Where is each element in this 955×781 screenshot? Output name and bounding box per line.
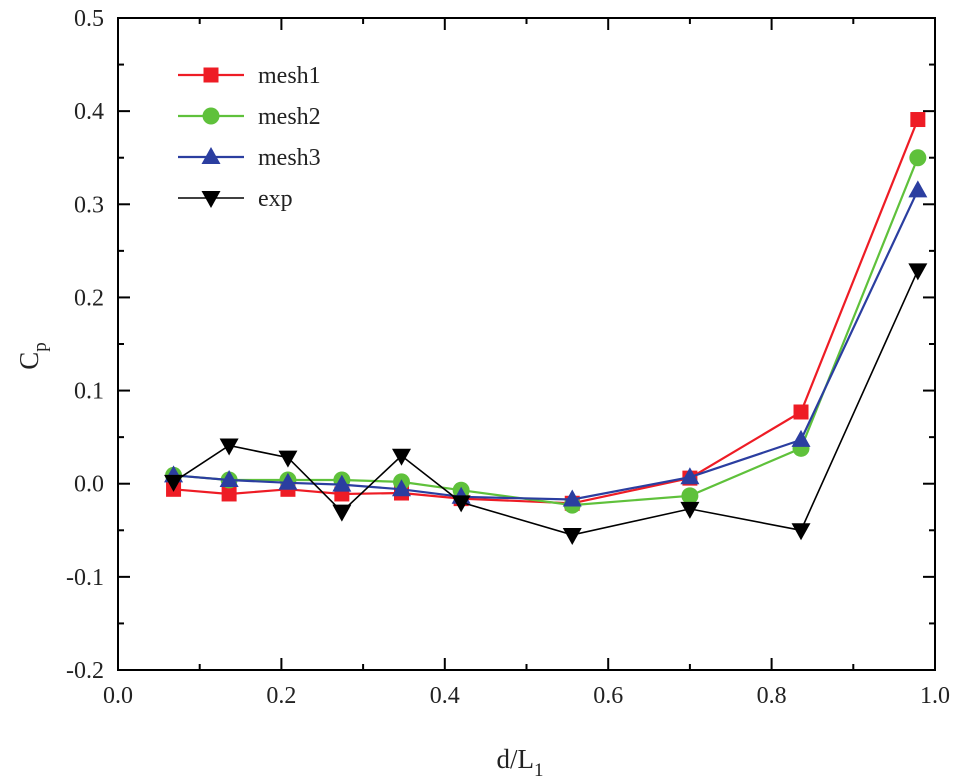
legend-item-mesh3: mesh3 — [178, 145, 321, 171]
mesh2-point — [909, 149, 927, 167]
y-tick-label: 0.3 — [74, 192, 104, 218]
legend-label: mesh3 — [258, 145, 321, 171]
legend: mesh1 mesh2 mesh3 exp — [178, 63, 321, 212]
x-tick-label: 1.0 — [920, 683, 950, 709]
y-tick-label: 0.5 — [74, 6, 104, 32]
x-tick-label: 0.6 — [593, 683, 623, 709]
tick-labels: 0.0 0.2 0.4 0.6 0.8 1.0 -0.2 -0.1 0.0 0.1 0.2 0.3 0.… — [66, 6, 950, 709]
legend-marker — [201, 147, 221, 164]
legend-item-exp: exp — [178, 186, 293, 212]
legend-marker — [203, 67, 219, 83]
series-exp — [164, 263, 928, 545]
mesh3-line — [173, 189, 919, 501]
mesh2-line — [173, 157, 919, 507]
y-tick-label: 0.1 — [74, 379, 104, 405]
mesh3-point — [680, 467, 700, 485]
y-axis-label-subscript: p — [30, 342, 51, 352]
legend-label: mesh2 — [258, 104, 321, 130]
mesh3-point — [562, 489, 582, 507]
mesh1-point — [910, 112, 926, 128]
exp-point — [680, 501, 700, 519]
mesh2-point — [681, 487, 699, 505]
exp-point — [451, 495, 471, 513]
exp-point — [391, 448, 411, 466]
y-tick-label: 0.4 — [74, 99, 104, 125]
mesh3-point — [791, 429, 811, 447]
mesh1-point — [221, 486, 237, 502]
y-tick-label: 0.0 — [74, 472, 104, 498]
mesh3-point — [908, 180, 928, 198]
exp-point — [164, 474, 184, 492]
mesh1-point — [793, 404, 809, 420]
x-axis-label-subscript: 1 — [534, 760, 544, 781]
mesh3-point — [278, 472, 298, 490]
legend-marker — [201, 191, 221, 208]
legend-label: exp — [258, 186, 293, 212]
y-tick-label: -0.2 — [66, 658, 104, 684]
exp-point — [278, 450, 298, 468]
y-tick-label: 0.2 — [74, 285, 104, 311]
legend-item-mesh1: mesh1 — [178, 63, 321, 89]
x-tick-label: 0.4 — [430, 683, 460, 709]
mesh1-line — [173, 119, 919, 505]
exp-point — [332, 504, 352, 522]
series-layer — [164, 112, 928, 545]
x-tick-label: 0.0 — [103, 683, 133, 709]
x-axis-label: d/L1 — [497, 744, 544, 781]
mesh3-point — [391, 479, 411, 497]
exp-line — [173, 270, 919, 536]
x-tick-label: 0.8 — [757, 683, 787, 709]
plot-frame — [117, 17, 936, 671]
exp-point — [791, 523, 811, 541]
exp-point — [562, 527, 582, 545]
exp-point — [219, 438, 239, 456]
mesh3-point — [332, 474, 352, 492]
legend-item-mesh2: mesh2 — [178, 104, 321, 130]
mesh3-point — [219, 469, 239, 487]
y-axis-label: Cp — [14, 342, 51, 370]
legend-label: mesh1 — [258, 63, 321, 89]
y-tick-label: -0.1 — [66, 565, 104, 591]
legend-marker — [202, 107, 220, 125]
x-tick-label: 0.2 — [266, 683, 296, 709]
exp-point — [908, 263, 928, 281]
